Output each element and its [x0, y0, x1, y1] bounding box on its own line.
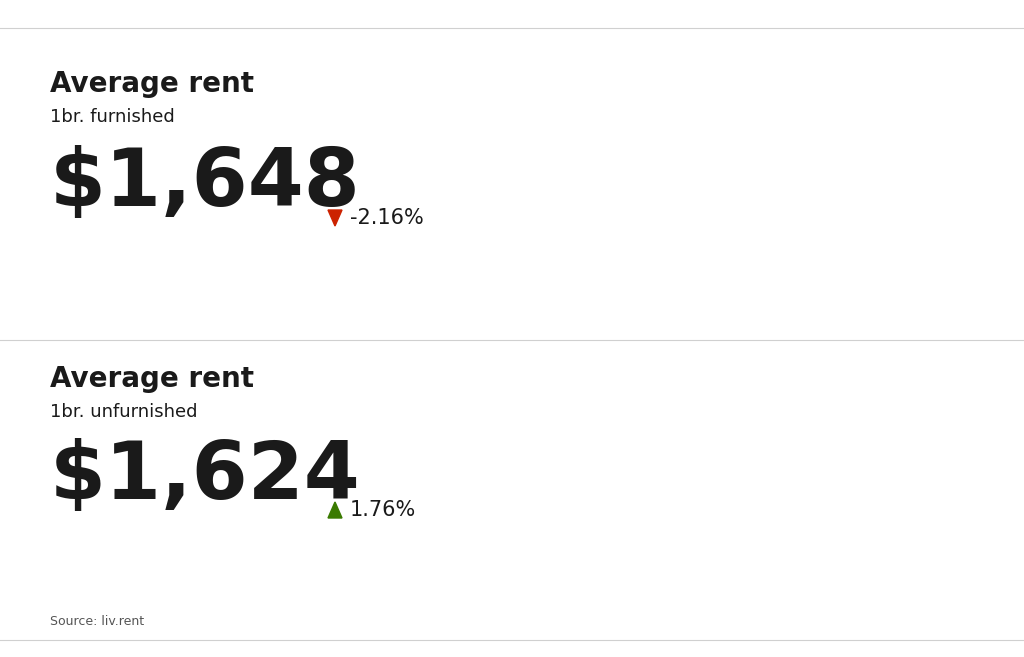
Polygon shape — [328, 210, 342, 226]
Text: $1,624: $1,624 — [50, 438, 360, 516]
Text: Source: liv.rent: Source: liv.rent — [50, 615, 144, 628]
Text: 1br. furnished: 1br. furnished — [50, 108, 175, 126]
Text: -2.16%: -2.16% — [350, 208, 424, 228]
Text: 1br. unfurnished: 1br. unfurnished — [50, 403, 198, 421]
Text: 1.76%: 1.76% — [350, 500, 416, 520]
Text: Average rent: Average rent — [50, 70, 254, 98]
Text: Average rent: Average rent — [50, 365, 254, 393]
Text: $1,648: $1,648 — [50, 145, 360, 223]
Polygon shape — [328, 502, 342, 518]
